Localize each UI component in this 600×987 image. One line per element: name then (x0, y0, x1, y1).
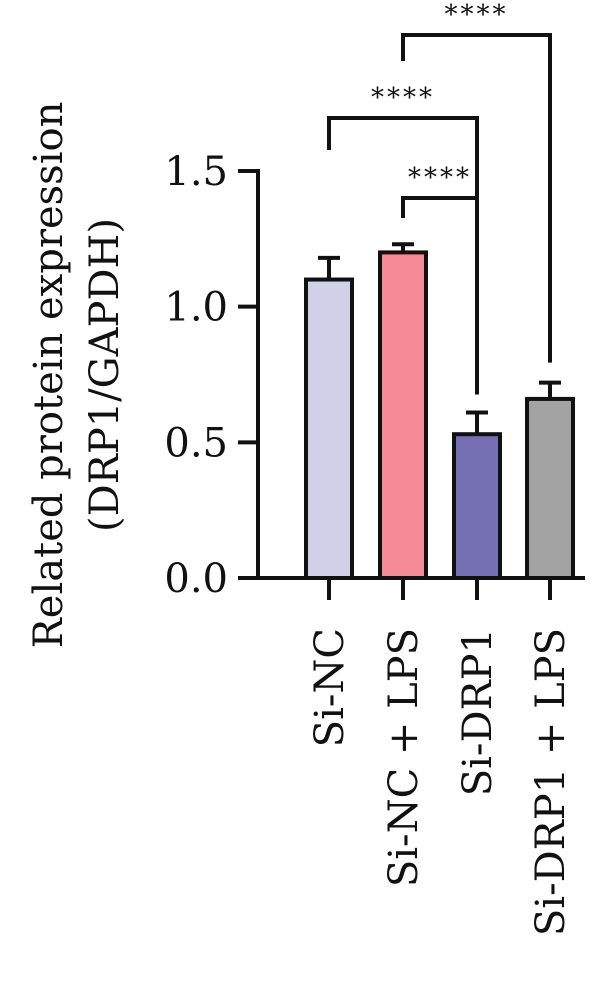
significance-bracket (401, 33, 552, 363)
bar (525, 396, 575, 581)
error-bars (318, 242, 561, 435)
y-axis-label-line1: Related protein expression (26, 102, 72, 649)
category-label: Si-DRP1 (455, 628, 501, 796)
significance-label: **** (408, 163, 472, 193)
y-tick-label: 1.0 (164, 285, 228, 331)
significance-label: **** (445, 0, 509, 30)
significance-bracket (401, 196, 479, 395)
x-axis (256, 576, 585, 600)
significance-brackets: **** **** **** (327, 0, 552, 395)
category-labels: Si-NC Si-NC + LPS Si-DRP1 Si-DRP1 + LPS (307, 628, 574, 936)
y-tick-label: 0.5 (164, 420, 228, 466)
y-tick-label: 1.5 (164, 149, 228, 195)
category-label: Si-NC + LPS (381, 628, 427, 887)
y-axis-label-line2: (DRP1/GAPDH) (82, 218, 128, 532)
y-axis: 0.0 0.5 1.0 1.5 (164, 149, 260, 602)
y-tick-label: 0.0 (164, 556, 228, 602)
category-label: Si-NC (307, 628, 353, 747)
bar (452, 432, 502, 580)
bars (304, 250, 575, 581)
bar (378, 250, 428, 580)
category-label: Si-DRP1 + LPS (528, 628, 574, 936)
significance-label: **** (371, 83, 435, 113)
bar (304, 277, 354, 580)
y-axis-title: Related protein expression (DRP1/GAPDH) (26, 102, 128, 649)
